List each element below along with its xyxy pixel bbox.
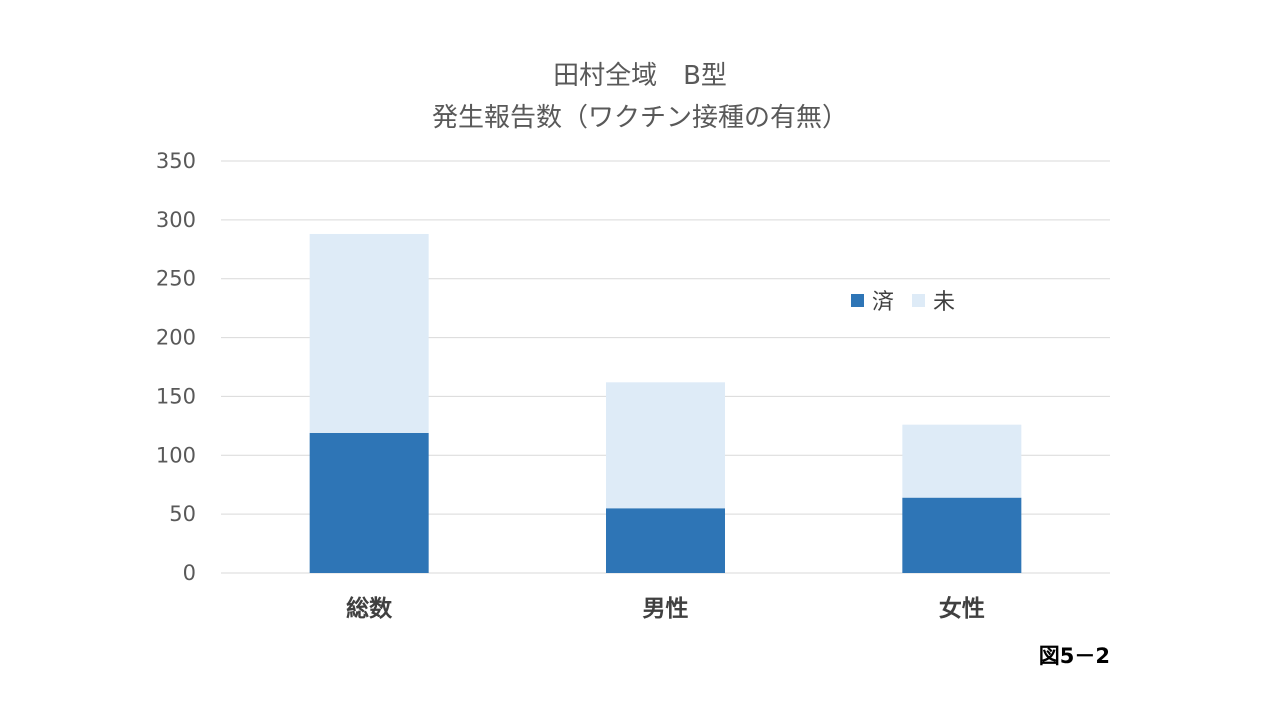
legend-swatch-done <box>851 294 864 307</box>
bar-not-done-0 <box>309 233 429 433</box>
y-tick-label: 350 <box>156 149 196 173</box>
y-tick-label: 0 <box>183 561 196 585</box>
y-tick-label: 300 <box>156 208 196 232</box>
x-category-label: 総数 <box>346 595 393 622</box>
legend-swatch-not-done <box>912 294 925 307</box>
x-category-label: 女性 <box>939 595 985 622</box>
figure-label: 図5－2 <box>1038 644 1110 668</box>
bar-not-done-1 <box>606 382 725 509</box>
y-tick-label: 200 <box>156 326 196 350</box>
y-axis-ticks: 0 50 100 150 200 250 300 350 <box>156 149 196 585</box>
legend-label-done: 済 <box>872 290 894 315</box>
bars <box>309 233 1022 573</box>
legend: 済 未 <box>851 290 955 315</box>
x-axis-categories: 総数 男性 女性 <box>346 595 985 622</box>
chart-title-line-1: 田村全域 B型 <box>553 61 727 91</box>
x-category-label: 男性 <box>643 596 689 622</box>
bar-done-0 <box>309 432 429 573</box>
chart-title-line-2: 発生報告数（ワクチン接種の有無） <box>432 103 848 133</box>
y-tick-label: 100 <box>156 443 196 467</box>
y-tick-label: 50 <box>169 502 196 526</box>
legend-label-not-done: 未 <box>933 290 955 315</box>
y-tick-label: 150 <box>156 384 196 408</box>
y-tick-label: 250 <box>156 267 196 291</box>
bar-done-1 <box>606 508 725 573</box>
bar-not-done-2 <box>902 424 1022 498</box>
bar-done-2 <box>902 497 1022 573</box>
